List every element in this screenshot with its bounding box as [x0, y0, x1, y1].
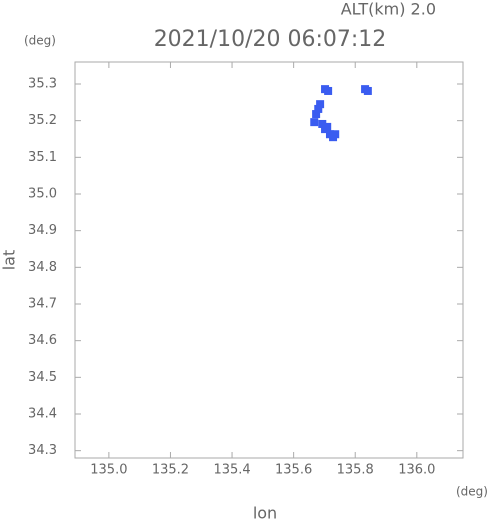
y-tick-label: 34.4 [28, 407, 57, 422]
y-tick-label: 34.9 [28, 223, 57, 238]
x-unit: (deg) [456, 485, 488, 499]
x-tick-label: 135.6 [275, 463, 312, 478]
echo-point [318, 119, 327, 128]
x-tick-label: 135.2 [152, 463, 189, 478]
plot-frame [74, 61, 464, 459]
echo-point [310, 118, 319, 127]
y-axis-label: lat [0, 250, 19, 271]
y-tick-label: 34.6 [28, 333, 57, 348]
echo-point [329, 133, 338, 142]
y-tick-label: 34.3 [28, 443, 57, 458]
y-tick-label: 34.8 [28, 260, 57, 275]
y-tick-label: 35.2 [28, 113, 57, 128]
chart-title: 2021/10/20 06:07:12 [154, 27, 387, 52]
echo-point [363, 86, 372, 95]
y-tick-label: 35.0 [28, 187, 57, 202]
x-axis-label: lon [253, 504, 277, 522]
y-tick-label: 35.1 [28, 150, 57, 165]
altitude-label: ALT(km) 2.0 [341, 0, 436, 19]
y-unit: (deg) [24, 34, 56, 48]
echo-point [314, 104, 323, 113]
y-tick-label: 34.7 [28, 297, 57, 312]
echo-point [316, 100, 325, 109]
x-tick-label: 135.8 [337, 463, 374, 478]
y-tick-label: 34.5 [28, 370, 57, 385]
echo-point [312, 110, 321, 119]
x-tick-label: 135.0 [90, 463, 127, 478]
echo-point [324, 86, 333, 95]
y-tick-label: 35.3 [28, 77, 57, 92]
x-tick-label: 135.4 [213, 463, 250, 478]
x-tick-label: 136.0 [398, 463, 435, 478]
echo-point [323, 122, 332, 131]
